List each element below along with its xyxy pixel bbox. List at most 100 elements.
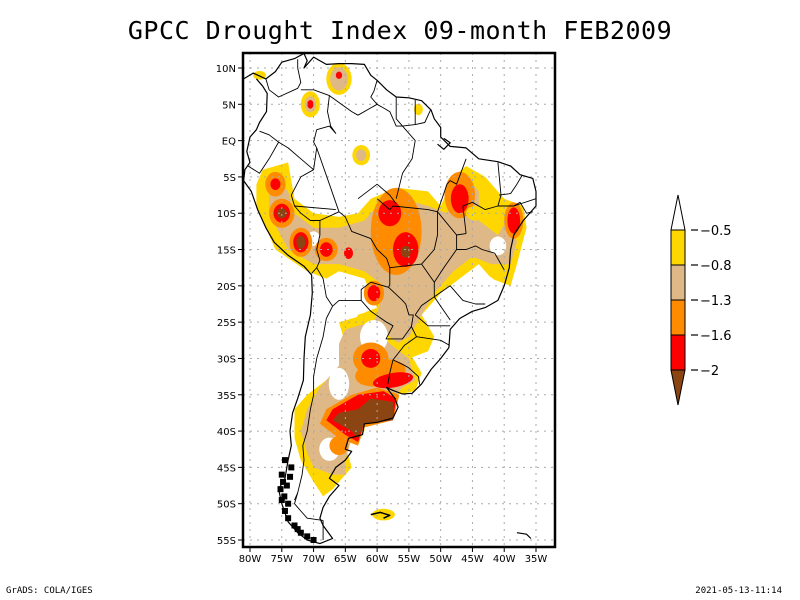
no-drought-hole (459, 273, 498, 306)
fjord-island (277, 486, 284, 493)
lon-tick-label: 70W (302, 554, 325, 565)
lat-tick-label: 15S (217, 246, 236, 257)
lon-tick-label: 45W (461, 554, 484, 565)
country-border (388, 286, 414, 327)
lon-tick-label: 40W (493, 554, 516, 565)
lat-tick-label: 45S (217, 463, 236, 474)
fjord-island (288, 464, 295, 471)
fjord-island (287, 473, 294, 480)
no-drought-hole (328, 367, 350, 400)
country-border (294, 205, 336, 211)
lat-tick-label: 50S (217, 500, 236, 511)
colorbar-bottom-triangle (670, 369, 686, 406)
no-drought-hole (489, 236, 507, 256)
country-border (316, 147, 340, 212)
lat-tick-label: 30S (217, 354, 236, 365)
contour-ge-1.6-bolivia-w (319, 242, 333, 257)
fjord-island (278, 471, 285, 478)
contour-ge-1.6-venezuela-e (335, 71, 343, 79)
fjord-island (278, 497, 285, 504)
contour-ge-2-pampas (332, 398, 393, 439)
country-border (416, 336, 450, 346)
lon-tick-label: 75W (270, 554, 293, 565)
fjord-island (294, 526, 301, 533)
country-border (389, 211, 438, 269)
colorbar-label: −1.6 (700, 329, 732, 344)
country-border (437, 158, 467, 212)
lat-tick-label: 10S (217, 209, 236, 220)
country-border (294, 492, 299, 501)
colorbar-label: −1.3 (700, 294, 732, 309)
drought-contours (253, 62, 527, 521)
lat-tick-label: 5S (223, 173, 236, 184)
country-border (319, 211, 391, 288)
country-border (395, 125, 416, 199)
country-border (513, 198, 537, 207)
country-border (433, 296, 451, 321)
fjord-island (297, 529, 304, 536)
lat-tick-label: 55S (217, 536, 236, 547)
fjord-island (304, 533, 311, 540)
fjord-island (285, 515, 292, 522)
contour-ge-0.8-amazon (356, 149, 367, 161)
grads-credit: GrADS: COLA/IGES (6, 586, 93, 596)
coastline-falklands (370, 511, 391, 519)
contour-ge-0.8-venezuela-e (330, 67, 348, 91)
fjord-island (281, 493, 288, 500)
colorbar-legend: −0.5 −0.8 −1.3 −1.6 −2 (670, 194, 732, 406)
lon-tick-label: 60W (366, 554, 389, 565)
country-border (433, 249, 457, 283)
lat-tick-label: 35S (217, 391, 236, 402)
country-border (414, 314, 451, 327)
coastline-marajo (437, 137, 451, 150)
lat-tick-label: 5N (222, 100, 236, 111)
coastline-south-georgia (516, 532, 532, 539)
country-border (316, 267, 333, 307)
colorbar-segment (670, 334, 686, 371)
country-border (360, 300, 412, 340)
country-border (247, 141, 279, 174)
fjord-island (281, 507, 288, 514)
country-border (259, 89, 337, 171)
fjord-island (291, 522, 298, 529)
contour-ge-1.6-bolivia-e (344, 247, 353, 259)
contour-lt-2-mato-grosso (400, 245, 411, 258)
country-border (329, 80, 378, 116)
country-border (499, 175, 523, 196)
fjord-island (283, 482, 290, 489)
contour-ge-1.6-venezuela (307, 99, 314, 109)
lat-tick-label: EQ (222, 137, 236, 148)
colorbar-label: −2 (700, 364, 719, 379)
lon-tick-label: 65W (334, 554, 357, 565)
lon-tick-label: 35W (525, 554, 548, 565)
country-border (294, 281, 389, 521)
contour-ge-0.5-guiana (413, 103, 423, 116)
colorbar-segment (670, 264, 686, 301)
contour-ge-1.6-peru-n (270, 178, 281, 190)
lat-tick-label: 20S (217, 282, 236, 293)
country-border (357, 183, 397, 205)
lat-tick-label: 40S (217, 427, 236, 438)
colorbar-top-triangle (670, 194, 686, 231)
contour-ge-1.3-patagonia (329, 436, 349, 456)
country-border (387, 359, 394, 384)
country-border (392, 326, 421, 385)
country-border (497, 201, 533, 214)
lon-tick-label: 55W (398, 554, 421, 565)
coastline (243, 52, 537, 545)
fjord-island (280, 478, 287, 485)
lat-tick-label: 25S (217, 318, 236, 329)
contour-lt-2-peru-c (276, 208, 287, 219)
colorbar-label: −0.8 (700, 259, 732, 274)
colorbar-label: −0.5 (700, 224, 732, 239)
contour-ge-1.6-tocantins (450, 184, 469, 214)
fjord-island (281, 457, 288, 464)
colorbar-segment (670, 229, 686, 266)
coastlines-and-borders (243, 52, 537, 545)
colorbar-segment (670, 299, 686, 336)
contour-ge-1.6-chaco (367, 285, 381, 302)
country-border (265, 59, 302, 98)
country-border (290, 169, 321, 274)
latitude-axis: 10N 5N EQ 5S 10S 15S 20S 25S 30S 35S 40S 45S 50S 55S (216, 64, 243, 547)
country-border (395, 97, 403, 127)
